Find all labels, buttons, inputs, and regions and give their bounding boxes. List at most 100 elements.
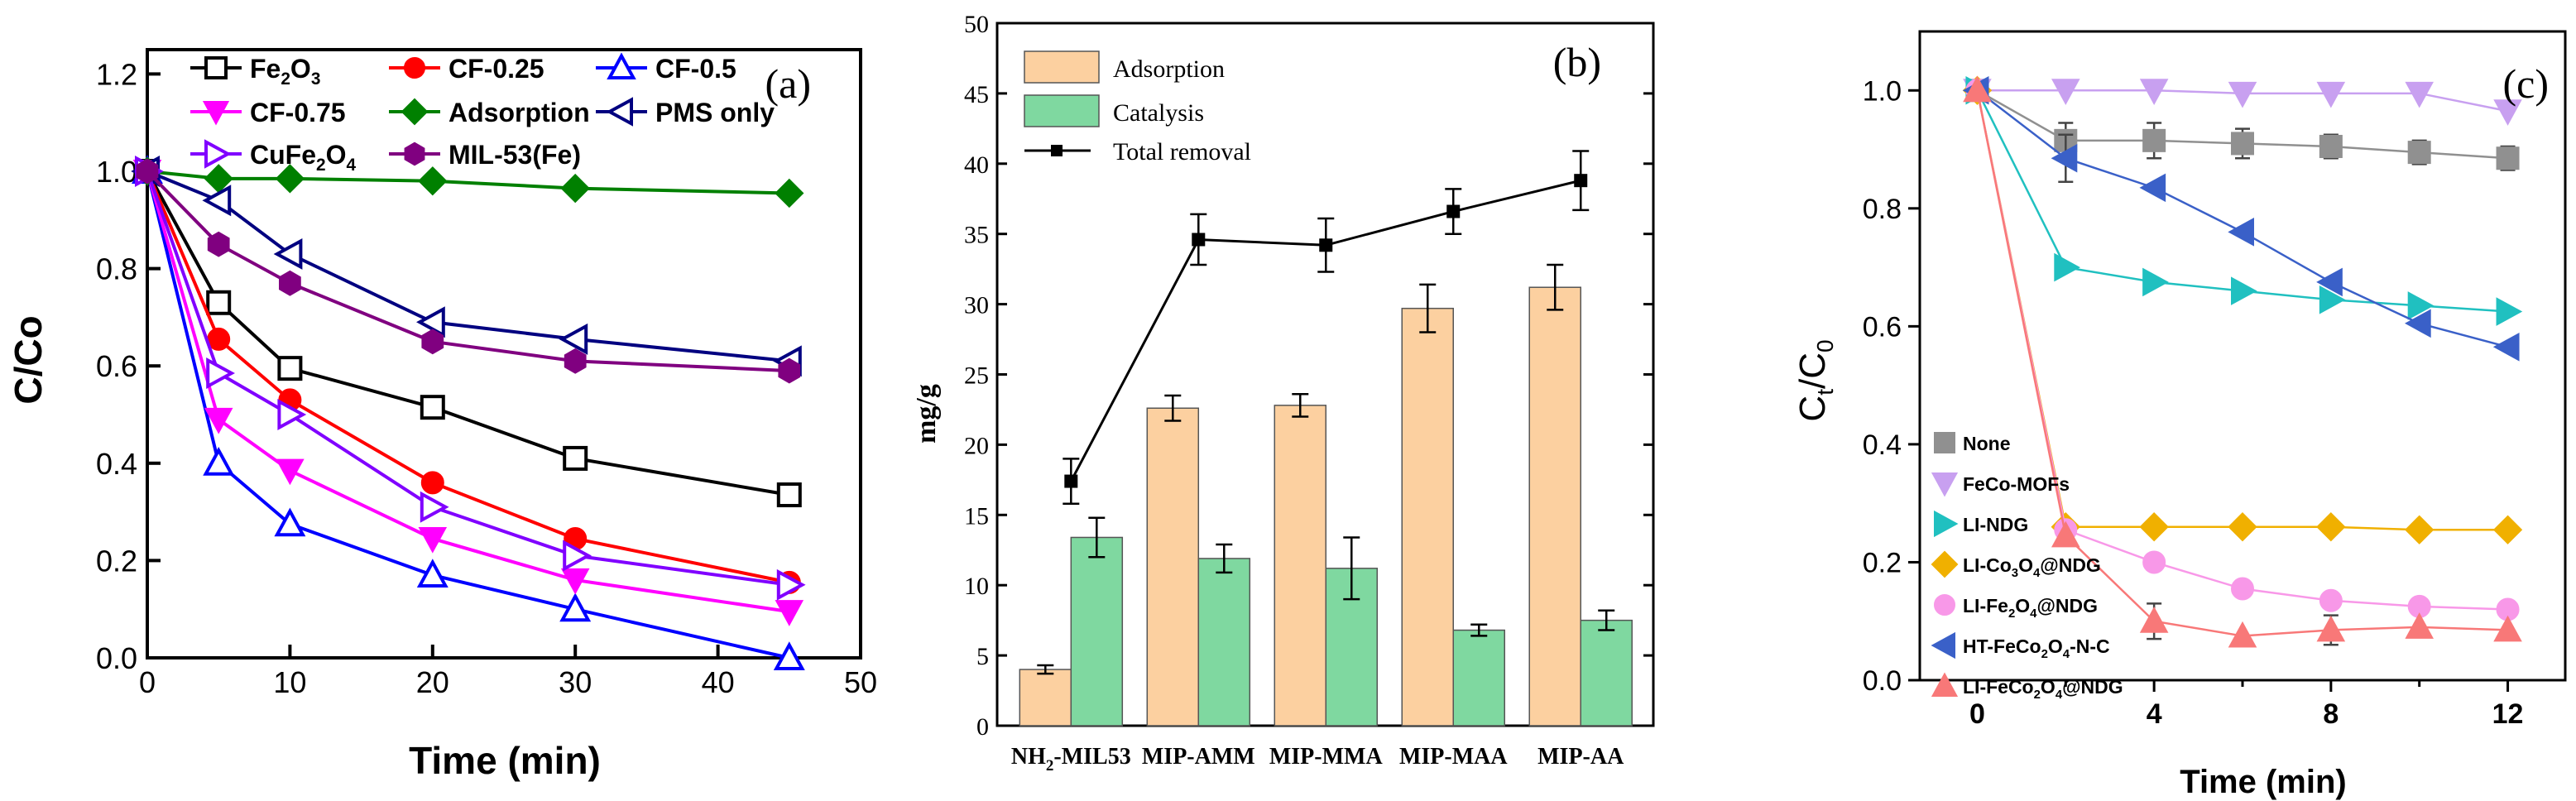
panel-b-xtick-label: NH2-MIL53: [1011, 744, 1131, 775]
panel-b-total-point: [1319, 238, 1333, 252]
panel-a-label: (a): [765, 60, 812, 107]
panel-c-point-li-feco2o4-ndg: [2139, 607, 2169, 633]
panel-c-ytick-label: 0.4: [1863, 429, 1902, 461]
panel-b-ytick-label: 20: [964, 432, 989, 459]
panel-a-legend-marker: [204, 139, 232, 169]
panel-a-point-cf-0-75: [775, 600, 804, 626]
panel-c-legend-item: FeCo-MOFs: [1931, 472, 2070, 497]
panel-a-point-mil-53-fe: [421, 329, 444, 355]
panel-c-point-feco-mofs: [2316, 81, 2346, 108]
panel-a-legend-marker: [204, 56, 228, 79]
panel-b-total-point: [1064, 474, 1078, 488]
panel-a-point-pms-only: [202, 185, 232, 217]
panel-b-xtick-label: MIP-AMM: [1142, 744, 1255, 770]
panel-c-point-li-ndg: [2054, 252, 2080, 282]
panel-a-ytick-label: 0.0: [96, 641, 137, 675]
panel-a-point-pms-only: [559, 323, 588, 355]
panel-a-point-mil-53-fe: [564, 348, 587, 374]
panel-c-ylabel: Ct/C0: [1792, 339, 1838, 421]
panel-c-ytick-label: 0.0: [1863, 665, 1902, 697]
panel-a-legend-label: Fe2O3: [250, 54, 320, 89]
panel-a-point-fe2o3: [563, 445, 588, 471]
panel-a-legend-item: CuFe2O4: [190, 139, 356, 175]
panel-a-point-cf-0-25: [207, 327, 231, 351]
panel-b-ytick-label: 35: [964, 222, 989, 249]
panel-b-bar-adsorption: [1401, 307, 1455, 727]
panel-a-point-cf-0-5: [559, 592, 592, 622]
panel-b-ytick-label: 45: [964, 81, 989, 108]
panel-a-line-mil-53-fe: [146, 170, 789, 373]
panel-a-xlabel: Time (min): [409, 739, 601, 782]
panel-a-point-mil-53-fe: [136, 158, 159, 185]
panel-c-ytick-label: 0.6: [1863, 311, 1902, 343]
panel-c-point-li-ndg: [2496, 297, 2523, 326]
panel-c-legend-item: LI-FeCo2O4@NDG: [1931, 672, 2123, 702]
panel-b-label: (b): [1553, 39, 1601, 85]
panel-c-chart: 0 4 8 12 0.0 0.2 0.4 0.6 0.8 1.0 (c) Time (min) C…: [1792, 30, 2567, 800]
panel-a-point-adsorption: [275, 164, 305, 194]
panel-a-ytick-label: 0.2: [96, 544, 137, 578]
panel-a-point-cf-0-5: [416, 559, 449, 588]
panel-a-legend-label: CuFe2O4: [250, 140, 356, 175]
panel-b-legend-label: Total removal: [1113, 138, 1251, 165]
panel-a-legend-item: Adsorption: [389, 98, 590, 127]
panel-c-point-feco-mofs: [2139, 79, 2169, 105]
panel-a-point-mil-53-fe: [279, 270, 301, 296]
panel-b-legend-item: Total removal: [1024, 138, 1251, 165]
panel-a-point-adsorption: [775, 178, 804, 209]
panel-c-point-li-ndg: [2407, 291, 2434, 320]
panel-a-ylabel: C/Co: [7, 315, 50, 404]
panel-a-xtick-label: 0: [139, 665, 156, 699]
panel-c-legend-item: HT-FeCo2O4-N-C: [1931, 631, 2110, 661]
panel-a-legend: Fe2O3 CF-0.25 CF-0.5 CF-0.75 Adsorption PMS o…: [190, 52, 775, 175]
panel-b-legend-swatch: [1024, 94, 1100, 127]
panel-c-point-feco-mofs: [2493, 99, 2522, 126]
panel-a-point-cufe2o4: [277, 399, 307, 430]
panel-b-ticks: 0 5 10 15 20 25 30 35 40 45 50 NH2-MIL53 MIP-AMM MIP-…: [964, 11, 1653, 775]
panel-c-legend-marker: [1934, 432, 1955, 453]
panel-a-point-adsorption: [560, 173, 590, 204]
panel-c-point-li-feco2o4-ndg: [2316, 615, 2346, 642]
panel-c-ytick-label: 1.0: [1863, 75, 1902, 107]
panel-c-legend-marker: [1934, 510, 1959, 538]
panel-a-point-cf-0-75: [204, 407, 233, 434]
panel-a-legend-label: PMS only: [655, 98, 775, 127]
panel-c-point-li-co3o4-ndg: [2316, 512, 2346, 542]
panel-b-legend-marker: [1051, 145, 1063, 156]
panel-b-xtick-label: MIP-MMA: [1269, 744, 1384, 770]
panel-a-ytick-label: 0.6: [96, 349, 137, 383]
panel-c-point-li-feco2o4-ndg: [2228, 621, 2257, 648]
panel-c-legend-label: FeCo-MOFs: [1963, 473, 2070, 495]
panel-c-point-none: [2319, 134, 2343, 158]
panel-c-point-feco-mofs: [2051, 79, 2080, 105]
panel-b-total-line: [1063, 150, 1590, 505]
panel-c-point-li-fe2o4-ndg: [2319, 588, 2343, 612]
panel-b-ytick-label: 30: [964, 292, 989, 319]
panel-a-legend-marker: [401, 98, 429, 126]
panel-a-legend-item: CF-0.5: [596, 52, 736, 84]
panel-b-legend-label: Catalysis: [1113, 99, 1204, 127]
panel-b-legend-item: Catalysis: [1024, 94, 1204, 127]
panel-a-point-cf-0-5: [203, 447, 235, 476]
panel-a-legend-label: CF-0.75: [250, 98, 346, 127]
panel-b-ytick-label: 10: [964, 573, 989, 600]
panel-a-axes: [146, 48, 862, 660]
panel-c-point-li-feco2o4-ndg: [1963, 75, 1992, 103]
panel-a-xtick-label: 40: [702, 665, 735, 699]
panel-c-ytick-label: 0.2: [1863, 547, 1902, 578]
panel-b-bar-catalysis: [1070, 536, 1124, 727]
panel-a-legend-marker: [202, 101, 230, 126]
panel-c-point-li-co3o4-ndg: [2228, 512, 2257, 542]
panel-a-point-cufe2o4: [563, 540, 592, 572]
panel-c-xtick-label: 12: [2492, 698, 2524, 730]
panel-a-point-fe2o3: [206, 290, 232, 315]
panel-a-legend-label: CF-0.5: [655, 54, 736, 84]
panel-c-point-li-co3o4-ndg: [2492, 515, 2523, 544]
panel-c-legend-marker: [1931, 550, 1959, 578]
panel-c-ticks: 0 4 8 12 0.0 0.2 0.4 0.6 0.8 1.0: [1863, 75, 2524, 730]
panel-b-legend-item: Adsorption: [1024, 50, 1225, 84]
panel-a-legend-marker: [606, 97, 633, 127]
panel-b-bar-adsorption: [1019, 669, 1072, 727]
panel-c-point-none: [2496, 146, 2520, 170]
